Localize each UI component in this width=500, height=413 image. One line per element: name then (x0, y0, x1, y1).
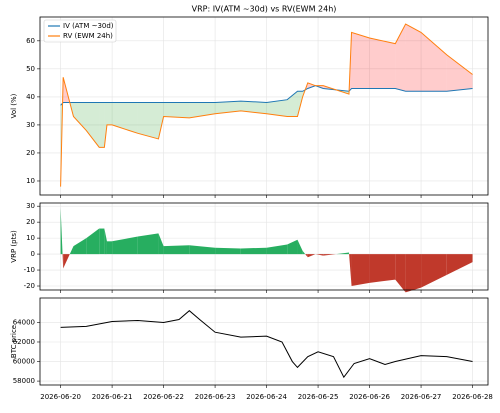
y-tick-label: 30 (26, 202, 35, 210)
fill-area (370, 38, 396, 88)
y-tick-label: 60 (26, 37, 35, 45)
y-axis-label: VRP (pts) (10, 230, 18, 263)
legend-label: IV (ATM ~30d) (63, 22, 114, 30)
y-tick-label: 10 (26, 177, 35, 185)
fill-area (406, 254, 421, 292)
fill-area (164, 102, 190, 117)
y-tick-label: 0 (31, 250, 35, 258)
fill-area (138, 233, 159, 254)
fill-area (107, 241, 112, 254)
x-tick-label: 2026-06-25 (298, 393, 339, 401)
fill-area (99, 229, 104, 255)
fill-area (215, 248, 241, 254)
x-tick-label: 2026-06-22 (143, 393, 184, 401)
y-tick-label: 40 (26, 93, 35, 101)
fill-area (370, 254, 396, 283)
y-tick-label: 10 (26, 234, 35, 242)
fill-area (406, 24, 421, 91)
x-tick-label: 2026-06-21 (92, 393, 133, 401)
x-tick-label: 2026-06-20 (40, 393, 81, 401)
y-tick-label: 20 (26, 149, 35, 157)
fill-area (241, 248, 267, 254)
x-tick-label: 2026-06-23 (195, 393, 236, 401)
x-tick-label: 2026-06-26 (349, 393, 390, 401)
fill-area (352, 32, 370, 88)
x-tick-label: 2026-06-27 (401, 393, 442, 401)
y-tick-label: 58000 (13, 377, 35, 385)
y-tick-label: 20 (26, 218, 35, 226)
x-tick-label: 2026-06-24 (246, 393, 287, 401)
y-axis-label: Vol (%) (10, 93, 18, 118)
y-tick-label: 30 (26, 121, 35, 129)
fill-area (352, 254, 370, 286)
y-tick-label: -10 (24, 266, 35, 274)
legend-label: RV (EWM 24h) (63, 32, 113, 40)
chart-title: VRP: IV(ATM ~30d) vs RV(EWM 24h) (192, 5, 337, 14)
fill-area (164, 245, 190, 254)
fill-area (107, 102, 112, 124)
y-axis-label: BTC price (10, 325, 18, 358)
legend: IV (ATM ~30d) RV (EWM 24h) (44, 20, 116, 42)
x-tick-label: 2026-06-28 (452, 393, 493, 401)
fill-area (99, 102, 104, 147)
y-tick-label: 50 (26, 65, 35, 73)
fill-area (138, 102, 159, 138)
y-tick-label: -20 (24, 282, 35, 290)
